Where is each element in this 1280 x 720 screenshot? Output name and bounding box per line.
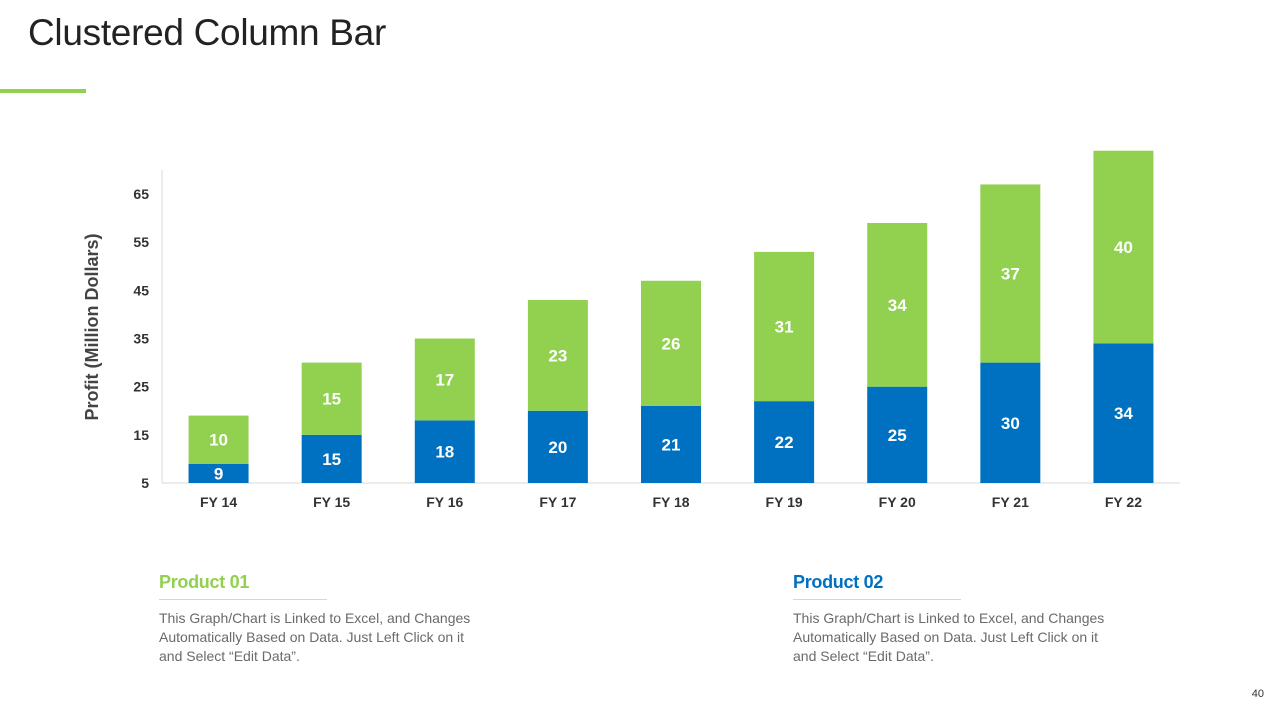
stacked-column-chart: 5 15 25 35 45 55 65 9 10 15 15 18 17 20 23 21 26 22 31 25 3… bbox=[82, 150, 1180, 510]
bar-segment-product-01 bbox=[867, 222, 928, 387]
data-label: 31 bbox=[775, 318, 794, 337]
bar-segment-product-01 bbox=[301, 362, 362, 435]
x-tick-label: FY 17 bbox=[539, 494, 576, 510]
data-label: 18 bbox=[435, 443, 454, 462]
bar-segment-product-02 bbox=[754, 401, 815, 483]
data-label: 10 bbox=[209, 431, 228, 450]
x-tick-label: FY 16 bbox=[426, 494, 463, 510]
y-tick-label: 55 bbox=[133, 234, 149, 250]
bar-segment-product-01 bbox=[188, 415, 249, 464]
data-label: 21 bbox=[662, 435, 681, 454]
bar-segment-product-02 bbox=[188, 463, 249, 483]
x-tick-label: FY 22 bbox=[1105, 494, 1142, 510]
y-tick-label: 15 bbox=[133, 427, 149, 443]
data-label: 17 bbox=[435, 370, 454, 389]
x-tick-label: FY 19 bbox=[766, 494, 803, 510]
bar-segment-product-01 bbox=[414, 338, 475, 421]
data-label: 34 bbox=[888, 296, 907, 315]
data-label: 25 bbox=[888, 426, 907, 445]
bar-segment-product-02 bbox=[867, 386, 928, 483]
y-tick-label: 35 bbox=[133, 331, 149, 347]
legend-title: Product 01 bbox=[159, 572, 250, 592]
legend-title: Product 02 bbox=[793, 572, 884, 592]
bar-segment-product-02 bbox=[1093, 343, 1154, 483]
y-tick-labels: 5 15 25 35 45 55 65 bbox=[133, 186, 149, 491]
legend-description: This Graph/Chart is Linked to Excel, and… bbox=[159, 610, 471, 664]
bar-segment-product-02 bbox=[301, 434, 362, 483]
data-label: 40 bbox=[1114, 238, 1133, 257]
data-label: 23 bbox=[548, 346, 567, 365]
x-tick-label: FY 15 bbox=[313, 494, 350, 510]
data-label: 30 bbox=[1001, 414, 1020, 433]
y-tick-label: 65 bbox=[133, 186, 149, 202]
legend-divider bbox=[159, 599, 327, 600]
data-label: 15 bbox=[322, 450, 341, 469]
bar-segment-product-01 bbox=[527, 300, 588, 411]
data-label: 20 bbox=[548, 438, 567, 457]
data-label: 9 bbox=[214, 464, 223, 483]
bar-segment-product-01 bbox=[641, 280, 701, 406]
y-tick-label: 45 bbox=[133, 282, 149, 298]
bar-segment-product-02 bbox=[980, 362, 1041, 483]
x-tick-label: FY 21 bbox=[992, 494, 1029, 510]
y-tick-label: 5 bbox=[141, 475, 149, 491]
x-tick-label: FY 20 bbox=[879, 494, 916, 510]
x-tick-labels: FY 14 FY 15 FY 16 FY 17 FY 18 FY 19 FY 20 FY 21… bbox=[200, 494, 1142, 510]
data-label: 15 bbox=[322, 390, 341, 409]
x-tick-label: FY 14 bbox=[200, 494, 237, 510]
bar-segment-product-01 bbox=[1093, 150, 1154, 344]
bar-series-group: 9 10 15 15 18 17 20 23 21 26 22 31 25 34 30 37 34 40 bbox=[188, 150, 1154, 483]
legend-divider bbox=[793, 599, 961, 600]
bar-segment-product-02 bbox=[527, 410, 588, 483]
bar-segment-product-02 bbox=[641, 405, 701, 483]
page-title: Clustered Column Bar bbox=[28, 12, 386, 53]
bar-segment-product-02 bbox=[414, 420, 475, 483]
data-label: 22 bbox=[775, 433, 794, 452]
legend-description: This Graph/Chart is Linked to Excel, and… bbox=[793, 610, 1105, 664]
data-label: 34 bbox=[1114, 404, 1133, 423]
title-accent-line bbox=[0, 89, 86, 93]
data-label: 26 bbox=[662, 334, 681, 353]
x-tick-label: FY 18 bbox=[652, 494, 689, 510]
bar-segment-product-01 bbox=[980, 184, 1041, 363]
legend-product-01: Product 01 This Graph/Chart is Linked to… bbox=[159, 572, 489, 666]
y-axis-label: Profit (Million Dollars) bbox=[82, 233, 102, 420]
bar-segment-product-01 bbox=[754, 251, 815, 402]
data-label: 37 bbox=[1001, 265, 1020, 284]
legend-product-02: Product 02 This Graph/Chart is Linked to… bbox=[793, 572, 1123, 666]
page-number: 40 bbox=[1251, 688, 1264, 700]
y-tick-label: 25 bbox=[133, 379, 149, 395]
